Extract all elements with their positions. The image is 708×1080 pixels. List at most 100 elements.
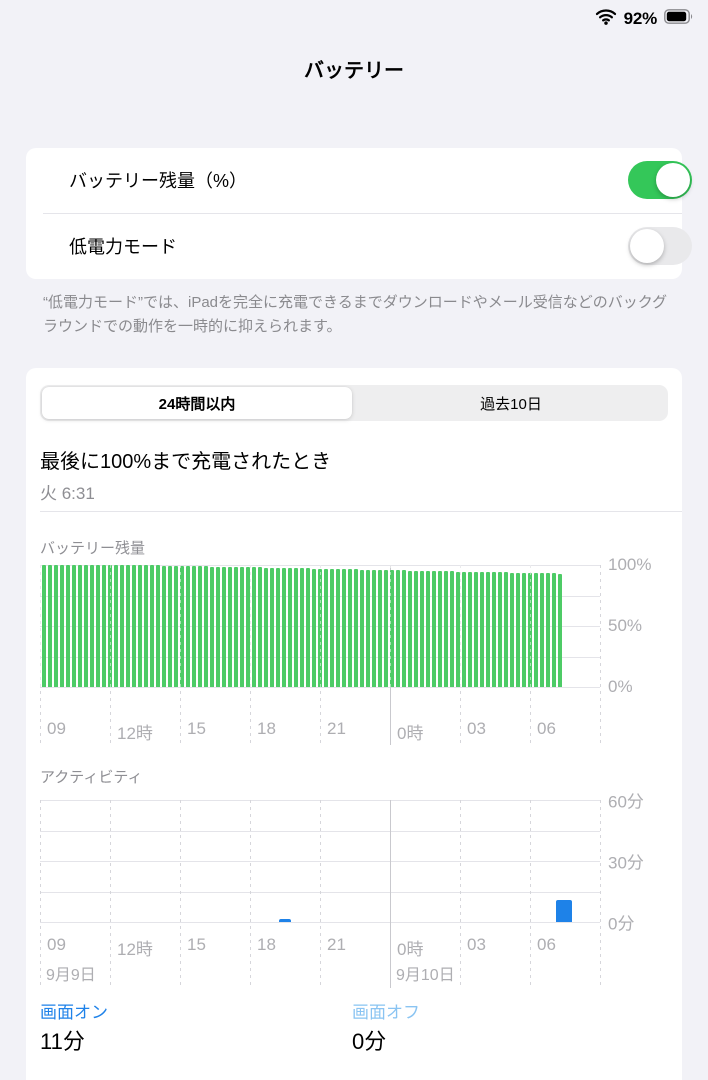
tick-line xyxy=(460,800,461,988)
battery-level-bar xyxy=(336,569,340,687)
battery-level-bar xyxy=(402,570,406,687)
battery-level-bar xyxy=(288,568,292,687)
battery-level-bar xyxy=(210,566,214,687)
tick-line xyxy=(180,800,181,988)
toggle-knob xyxy=(656,163,690,197)
battery-level-bar xyxy=(228,566,232,687)
battery-level-bar xyxy=(342,569,346,687)
battery-percent-toggle[interactable] xyxy=(628,161,692,199)
battery-level-bar xyxy=(78,565,82,687)
activity-chart-title: アクティビティ xyxy=(40,769,143,786)
battery-level-bar xyxy=(60,565,64,687)
battery-level-bar xyxy=(264,567,268,687)
battery-level-bar xyxy=(540,573,544,687)
day-label: 9月9日 xyxy=(46,967,96,984)
low-power-note: “低電力モード”では、iPadを完全に充電できるまでダウンロードやメール受信など… xyxy=(43,294,668,335)
battery-level-bar xyxy=(426,570,430,687)
battery-level-bar xyxy=(504,572,508,687)
battery-level-bar xyxy=(270,567,274,687)
day-label: 9月10日 xyxy=(396,967,455,984)
battery-level-bar xyxy=(366,569,370,687)
y-tick-label: 60分 xyxy=(608,792,644,812)
x-tick-label: 09 xyxy=(47,935,66,954)
tick-line xyxy=(600,800,601,988)
tick-overlay-line xyxy=(390,565,391,687)
battery-usage-card xyxy=(26,368,682,1080)
tick-line xyxy=(110,800,111,988)
battery-level-bar xyxy=(48,565,52,687)
battery-level-bar xyxy=(546,573,550,687)
battery-level-bar xyxy=(132,565,136,687)
battery-level-bar xyxy=(66,565,70,687)
x-tick-label: 18 xyxy=(257,935,276,954)
battery-level-bar xyxy=(444,571,448,687)
activity-bar xyxy=(279,918,292,922)
battery-level-bar xyxy=(204,566,208,687)
battery-level-chart xyxy=(40,565,601,745)
screen-on-label: 画面オン xyxy=(40,1003,108,1022)
x-tick-label: 0時 xyxy=(397,724,424,743)
screen-on-value: 11分 xyxy=(40,1029,85,1054)
battery-level-bar xyxy=(456,571,460,687)
y-tick-label: 100% xyxy=(608,555,652,574)
battery-level-bar xyxy=(522,572,526,687)
battery-level-bar xyxy=(138,565,142,687)
tick-overlay-line xyxy=(180,565,181,687)
battery-level-bar xyxy=(72,565,76,687)
battery-level-bar xyxy=(558,573,562,687)
battery-level-bar xyxy=(420,570,424,687)
x-tick-label: 15 xyxy=(187,719,206,738)
y-tick-label: 50% xyxy=(608,616,643,635)
x-tick-label: 03 xyxy=(467,935,486,954)
x-tick-label: 15 xyxy=(187,935,206,954)
battery-level-bar xyxy=(234,567,238,687)
battery-level-bar xyxy=(438,571,442,687)
battery-level-bar xyxy=(174,565,178,687)
battery-level-bar xyxy=(330,568,334,687)
tab-last-10-days[interactable]: 過去10日 xyxy=(480,395,542,413)
tick-overlay-line xyxy=(40,565,41,687)
status-bar: 92% xyxy=(595,8,694,30)
battery-percent-toggle-label: バッテリー残量（%） xyxy=(69,171,248,191)
battery-level-bar xyxy=(516,572,520,687)
battery-level-bar xyxy=(120,565,124,687)
x-tick-label: 0時 xyxy=(397,940,424,959)
battery-level-bar xyxy=(360,569,364,687)
x-tick-label: 06 xyxy=(537,935,556,954)
tick-overlay-line xyxy=(460,565,461,687)
x-tick-label: 21 xyxy=(327,719,346,738)
low-power-toggle[interactable] xyxy=(628,227,692,265)
tab-last-24-hours[interactable]: 24時間以内 xyxy=(42,387,352,419)
battery-level-bar xyxy=(312,568,316,687)
battery-level-bar xyxy=(252,567,256,687)
section-divider xyxy=(40,511,682,512)
battery-level-bar xyxy=(294,568,298,687)
battery-level-bar xyxy=(534,573,538,687)
x-tick-label: 09 xyxy=(47,719,66,738)
battery-level-bar xyxy=(378,569,382,687)
battery-level-bar xyxy=(348,569,352,687)
battery-level-bar xyxy=(390,570,394,687)
screen-off-label: 画面オフ xyxy=(352,1003,420,1022)
battery-level-bar xyxy=(396,570,400,687)
battery-level-bar xyxy=(42,565,46,687)
battery-level-bar xyxy=(480,572,484,687)
tick-line xyxy=(600,565,601,745)
battery-level-bar xyxy=(372,569,376,687)
screen-off-value: 0分 xyxy=(352,1029,387,1054)
day-boundary-line xyxy=(390,800,391,988)
battery-icon xyxy=(664,9,694,29)
battery-level-bar xyxy=(468,571,472,687)
battery-level-bar xyxy=(552,573,556,687)
battery-level-bar xyxy=(90,565,94,687)
battery-level-bar xyxy=(144,565,148,687)
battery-level-bar xyxy=(450,571,454,687)
battery-level-bar xyxy=(84,565,88,687)
tick-line xyxy=(250,800,251,988)
x-tick-label: 06 xyxy=(537,719,556,738)
battery-level-bar xyxy=(354,569,358,687)
battery-level-bar xyxy=(180,565,184,687)
time-range-segmented-control: 24時間以内 過去10日 xyxy=(40,385,668,421)
battery-level-bar xyxy=(54,565,58,687)
